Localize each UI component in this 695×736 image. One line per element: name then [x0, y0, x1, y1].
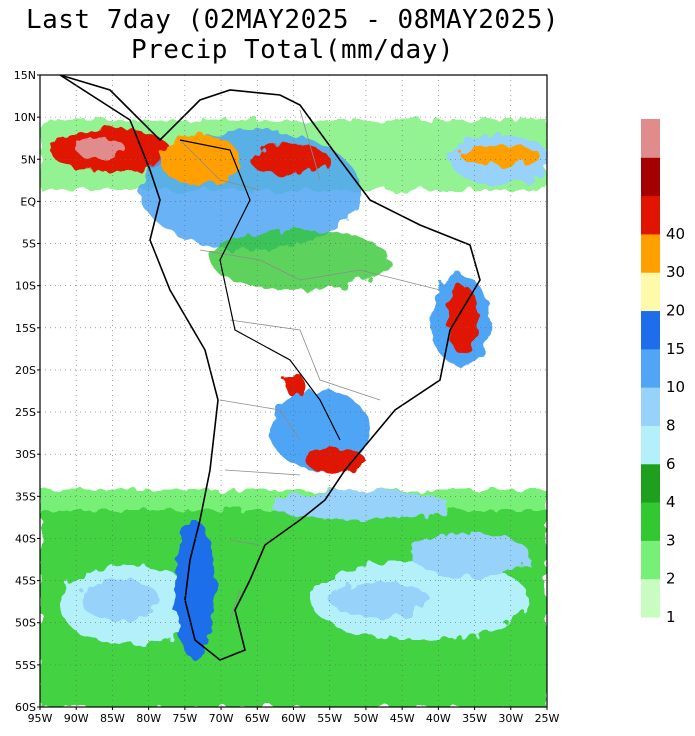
colorbar-label: 6 — [666, 455, 676, 473]
colorbar-swatch — [641, 272, 660, 312]
colorbar-swatch — [641, 502, 660, 541]
pacific-south-blue2 — [80, 580, 160, 620]
lon-tick-label: 95W — [28, 712, 53, 725]
lon-tick-label: 40W — [426, 712, 451, 725]
colorbar-swatch — [641, 463, 660, 503]
atlantic-south-blue2 — [330, 582, 430, 618]
lat-tick-label: 10N — [14, 111, 36, 124]
lat-tick-label: 40S — [15, 532, 36, 545]
colorbar-label: 4 — [666, 493, 676, 511]
lon-tick-label: 35W — [462, 712, 487, 725]
lat-tick-label: 15N — [14, 69, 36, 82]
lat-tick-label: 10S — [15, 280, 36, 293]
colorbar-swatch — [641, 540, 660, 580]
lon-tick-label: 55W — [317, 712, 342, 725]
map-title: Last 7day (02MAY2025 - 08MAY2025) — [25, 5, 560, 35]
lat-tick-label: 30S — [15, 448, 36, 461]
lat-tick-label: 25S — [15, 406, 36, 419]
colorbar-label: 1 — [666, 608, 676, 626]
map-subtitle: Precip Total(mm/day) — [130, 35, 455, 65]
lat-tick-label: 15S — [15, 322, 36, 335]
guianas-core — [250, 145, 330, 175]
lat-tick-label: 20S — [15, 364, 36, 377]
lon-tick-label: 70W — [209, 712, 234, 725]
lat-tick-label: 45S — [15, 575, 36, 588]
amazon-central — [210, 230, 390, 290]
atlantic-south-blue3 — [410, 533, 530, 577]
colorbar-label: 20 — [666, 302, 685, 320]
lon-tick-label: 45W — [390, 712, 415, 725]
lon-tick-label: 50W — [353, 712, 378, 725]
itcz-pacific-core — [75, 138, 125, 158]
graticule — [40, 75, 547, 707]
colorbar-label: 15 — [666, 340, 685, 358]
lat-tick-label: 50S — [15, 617, 36, 630]
colorbar-label: 30 — [666, 263, 685, 281]
ne-brazil-core — [448, 285, 478, 355]
south-america-coast — [59, 75, 481, 661]
colorbar: 1 2 3 4 6 8 10 15 20 30 40 — [641, 119, 685, 626]
lat-tick-label: 5N — [21, 153, 36, 166]
lon-tick-label: 25W — [535, 712, 560, 725]
lon-tick-label: 65W — [245, 712, 270, 725]
colorbar-swatch — [641, 233, 660, 273]
major-borders — [179, 139, 341, 441]
country-borders — [179, 109, 441, 621]
lon-tick-label: 30W — [498, 712, 523, 725]
paraguay-core — [285, 373, 305, 397]
colorbar-label: 2 — [666, 570, 676, 588]
colorbar-label: 3 — [666, 531, 676, 549]
lon-axis: 95W 90W 85W 80W 75W 70W 65W 60W 55W 50W 45W 40W 35W 3… — [28, 707, 560, 725]
lat-tick-label: EQ — [20, 195, 36, 208]
colorbar-swatch — [641, 578, 660, 618]
lat-tick-label: 35S — [15, 490, 36, 503]
coastlines — [59, 75, 481, 661]
itcz-atlantic-core — [460, 145, 540, 165]
uruguay-core — [305, 448, 365, 472]
colorbar-swatch — [641, 348, 660, 388]
lon-tick-label: 75W — [172, 712, 197, 725]
lat-axis: 15N 10N 5N EQ 5S 10S 15S 20S 25S 30S 35S 40S 45S 50S 5… — [14, 69, 40, 714]
colorbar-swatch — [641, 157, 660, 197]
lat-tick-label: 60S — [15, 701, 36, 714]
colorbar-swatch — [641, 195, 660, 235]
colorbar-label: 8 — [666, 416, 676, 434]
colorbar-swatch — [641, 425, 660, 465]
precip-field — [40, 120, 547, 707]
colorbar-swatch — [641, 119, 660, 158]
lon-tick-label: 85W — [100, 712, 125, 725]
colorbar-swatch — [641, 310, 660, 350]
lat-tick-label: 55S — [15, 659, 36, 672]
lat-tick-label: 5S — [22, 238, 36, 251]
atlantic-frontal-band — [270, 490, 450, 520]
colorbar-swatch — [641, 387, 660, 426]
lon-tick-label: 60W — [281, 712, 306, 725]
lon-tick-label: 80W — [136, 712, 161, 725]
lon-tick-label: 90W — [64, 712, 89, 725]
colorbar-label: 10 — [666, 378, 685, 396]
colorbar-label: 40 — [666, 225, 685, 243]
